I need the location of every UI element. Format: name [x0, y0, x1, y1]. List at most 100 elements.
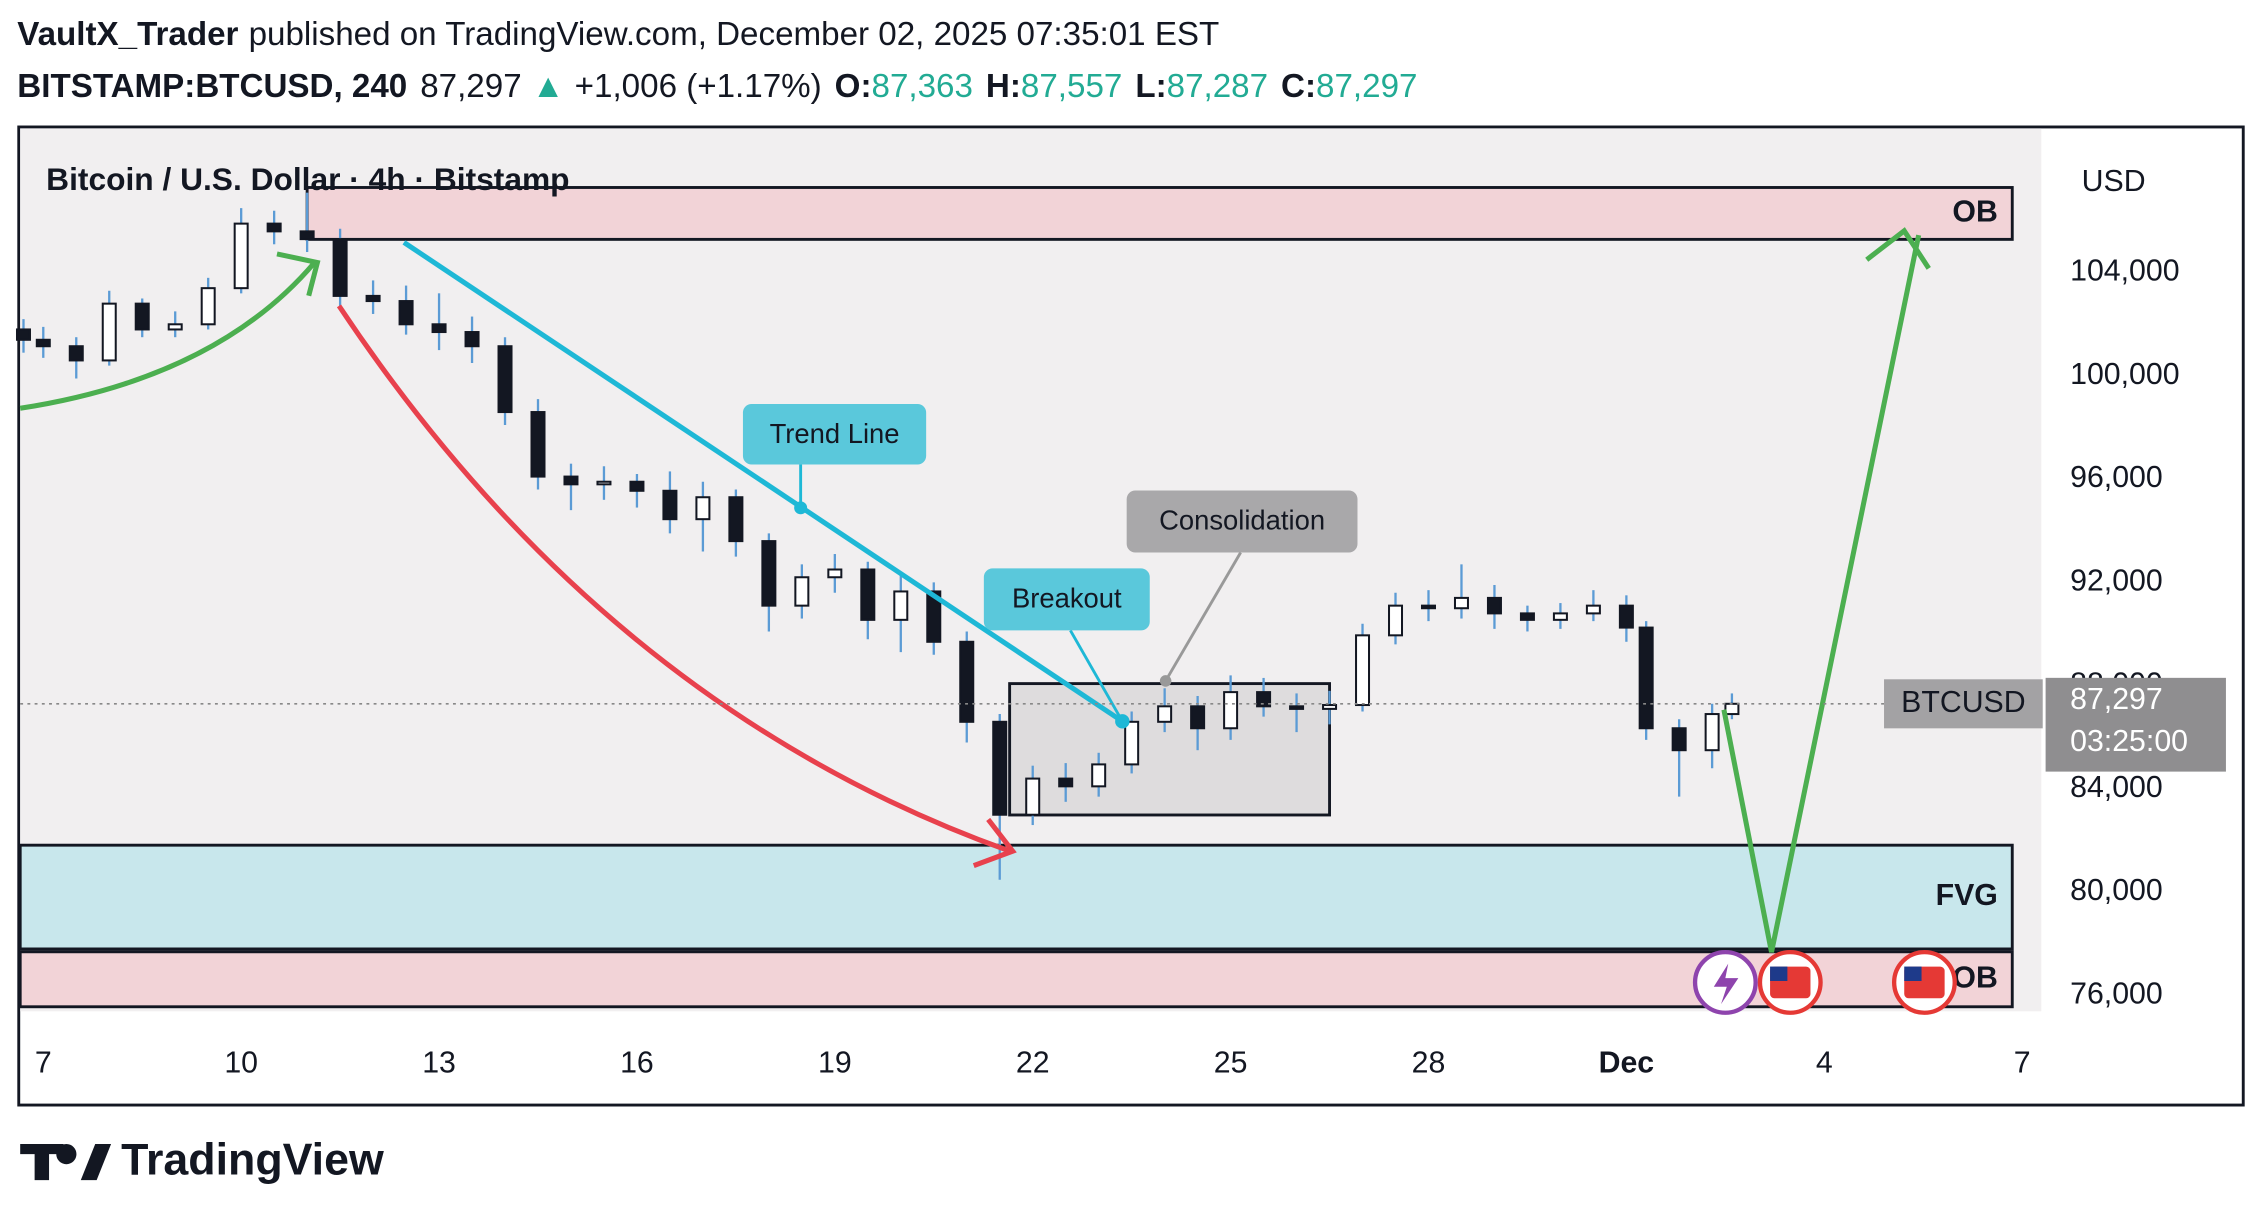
drawings: Trend Line Breakout Consolidation [19, 227, 1957, 1015]
candle-body [629, 480, 645, 492]
arrow: ▲ [532, 68, 565, 105]
candle-body [398, 300, 414, 326]
callout-box [1126, 490, 1358, 553]
low-key: L: [1135, 68, 1166, 105]
candle-body [1256, 691, 1272, 708]
candle-body [1552, 612, 1568, 621]
x-tick-label: 7 [2014, 1047, 2031, 1080]
y-tick-label: 104,000 [2070, 255, 2179, 288]
candle-body [827, 568, 843, 579]
candle-body [233, 222, 249, 290]
symbol-label: BTCUSD [1901, 686, 2026, 719]
candle-body [167, 323, 183, 331]
candle-body [794, 576, 810, 607]
candle-body [1585, 604, 1601, 615]
arrowhead [276, 251, 321, 297]
x-tick-label: 28 [1412, 1047, 1446, 1080]
candle-body [728, 496, 744, 543]
close: 87,297 [1316, 68, 1417, 105]
x-tick-label: 19 [818, 1047, 852, 1080]
x-tick-label: 16 [620, 1047, 654, 1080]
icon-glyph [1713, 963, 1739, 1005]
low: 87,287 [1167, 68, 1268, 105]
header-line-1: VaultX_Trader published on TradingView.co… [17, 16, 1219, 53]
trend-line [402, 240, 1124, 724]
red-arc [336, 304, 1011, 854]
candle-body [926, 590, 942, 643]
candle-body [1618, 604, 1634, 629]
candle-body [1223, 691, 1239, 730]
candle-body [1091, 763, 1107, 788]
zone [18, 843, 2014, 951]
candle-body [1289, 705, 1305, 710]
header-line-2: BITSTAMP:BTCUSD, 240 87,297 ▲ +1,006 (+1.17… [17, 68, 1417, 105]
candle-body [464, 331, 480, 348]
x-tick-label: 7 [35, 1047, 52, 1080]
open: 87,363 [872, 68, 973, 105]
candle-body [1671, 727, 1687, 752]
candle-body [530, 411, 546, 478]
candle-body [1124, 720, 1140, 766]
candle-body [1519, 612, 1535, 621]
callout-line [1164, 551, 1242, 682]
y-tick-label: 96,000 [2070, 461, 2163, 494]
green-arc [19, 260, 317, 411]
candle-body [1486, 596, 1502, 615]
currency-box [2057, 145, 2228, 221]
zone-label: FVG [1936, 879, 1998, 912]
candle-body [101, 302, 117, 362]
callout-label: Trend Line [770, 418, 900, 449]
x-tick-label: 4 [1816, 1047, 1833, 1080]
countdown: 03:25:00 [2070, 725, 2188, 758]
x-tick-label: 25 [1214, 1047, 1248, 1080]
y-tick-label: 100,000 [2070, 358, 2179, 391]
icon-glyph [1904, 966, 1922, 981]
change: +1,006 (+1.17%) [575, 68, 822, 105]
published: published on TradingView.com, December 0… [249, 16, 1220, 53]
candle-body [1724, 702, 1740, 716]
y-tick-label: 84,000 [2070, 771, 2163, 804]
candle-body [15, 328, 31, 341]
symbol: BITSTAMP:BTCUSD, 240 [17, 68, 407, 105]
candle-body [662, 489, 678, 521]
x-tick-label: 10 [224, 1047, 258, 1080]
y-tick-label: 80,000 [2070, 874, 2163, 907]
anchor [1159, 675, 1172, 687]
zone-label: OB [1952, 961, 1997, 994]
candle-body [596, 480, 612, 486]
projection [1721, 234, 1922, 953]
candle-body [1322, 704, 1338, 710]
currency: USD [2082, 165, 2146, 198]
candle-body [1157, 705, 1173, 723]
candle-body [860, 568, 876, 621]
high: 87,557 [1021, 68, 1122, 105]
candle-body [1388, 604, 1404, 637]
open-key: O: [835, 68, 872, 105]
price-box [2045, 677, 2226, 772]
candle-body [1058, 777, 1074, 788]
chart-title: Bitcoin / U.S. Dollar · 4h · Bitstamp [46, 161, 569, 197]
candles [15, 192, 1740, 880]
candle-body [959, 640, 975, 723]
candle-body [1025, 777, 1041, 816]
x-tick-label: 13 [422, 1047, 456, 1080]
candle-body [299, 230, 315, 241]
candle-body [332, 238, 348, 297]
callout-label: Consolidation [1159, 504, 1325, 535]
y-tick-label: 92,000 [2070, 564, 2163, 597]
candle-body [563, 475, 579, 486]
axes: 76,00080,00084,00088,00092,00096,000100,… [20, 255, 2226, 1080]
candle-body [35, 338, 51, 348]
candle-body [761, 540, 777, 607]
candle-body [1190, 705, 1206, 730]
high-key: H: [986, 68, 1021, 105]
arrowhead [1865, 227, 1931, 270]
symbol-box [1884, 679, 2043, 729]
candle-body [1453, 596, 1469, 610]
candle-body [497, 345, 513, 414]
callout-box [742, 403, 927, 465]
x-tick-label: 22 [1016, 1047, 1050, 1080]
candle-body [1704, 713, 1720, 752]
last: 87,297 [420, 68, 521, 105]
close-key: C: [1281, 68, 1316, 105]
